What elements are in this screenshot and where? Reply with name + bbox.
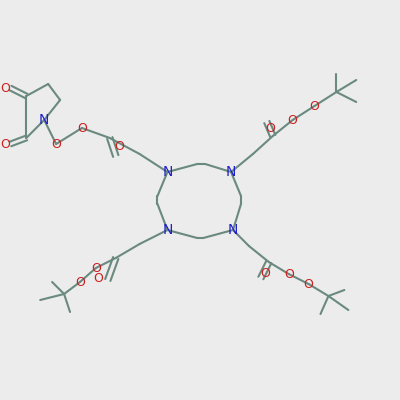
Text: O: O xyxy=(91,262,101,274)
Text: N: N xyxy=(162,223,173,237)
Text: O: O xyxy=(51,138,61,150)
Text: O: O xyxy=(1,138,10,150)
Text: O: O xyxy=(77,122,87,134)
Text: O: O xyxy=(304,278,314,290)
Text: O: O xyxy=(75,276,85,288)
Text: O: O xyxy=(1,82,10,94)
Text: N: N xyxy=(39,113,49,127)
Text: N: N xyxy=(162,165,173,179)
Text: O: O xyxy=(93,272,103,284)
Text: O: O xyxy=(288,114,298,126)
Text: O: O xyxy=(114,140,124,152)
Text: N: N xyxy=(226,165,236,179)
Text: O: O xyxy=(284,268,294,280)
Text: O: O xyxy=(265,122,275,134)
Text: N: N xyxy=(228,223,238,237)
Text: O: O xyxy=(261,267,270,280)
Text: O: O xyxy=(310,100,320,112)
